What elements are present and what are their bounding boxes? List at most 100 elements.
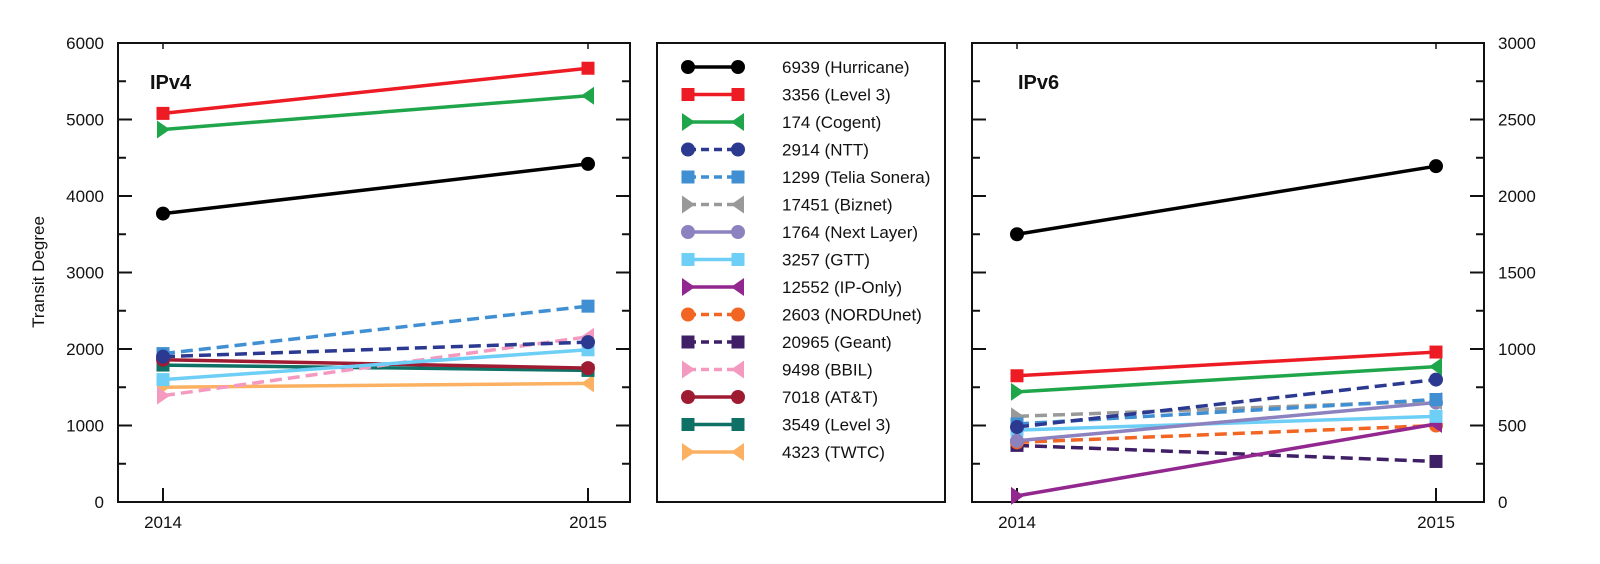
data-point xyxy=(1429,409,1443,423)
legend-marker xyxy=(681,88,695,101)
legend-marker xyxy=(731,253,745,266)
data-point xyxy=(1010,433,1024,448)
legend-entry-17451-biznet: 17451 (Biznet) xyxy=(682,195,893,215)
legend-label: 2914 (NTT) xyxy=(782,141,869,160)
legend-label: 4323 (TWTC) xyxy=(782,443,885,462)
data-point xyxy=(1429,345,1443,359)
legend-marker xyxy=(731,170,745,184)
series-line xyxy=(162,381,589,389)
data-point xyxy=(1011,382,1024,401)
data-point xyxy=(1010,369,1024,383)
series-6939-hurricane xyxy=(156,156,595,221)
legend-entry-2603-nordunet: 2603 (NORDUnet) xyxy=(681,306,922,325)
series-line xyxy=(1016,422,1437,498)
legend-marker xyxy=(681,307,695,322)
legend-entry-3356-level-3: 3356 (Level 3) xyxy=(681,86,891,105)
series-line xyxy=(1016,400,1437,443)
legend-marker xyxy=(681,253,695,266)
data-point xyxy=(156,349,170,364)
series-3356-level-3 xyxy=(156,61,595,120)
legend-entry-3549-level-3: 3549 (Level 3) xyxy=(681,416,891,435)
y-tick-label: 3000 xyxy=(1498,34,1536,53)
legend-entry-1299-telia-sonera: 1299 (Telia Sonera) xyxy=(681,168,930,187)
series-3356-level-3 xyxy=(1010,345,1443,383)
legend-label: 2603 (NORDUnet) xyxy=(782,306,922,325)
y-tick-label: 1000 xyxy=(1498,340,1536,359)
y-tick-label: 2500 xyxy=(1498,111,1536,130)
legend-label: 174 (Cogent) xyxy=(782,113,881,132)
legend-label: 20965 (Geant) xyxy=(782,333,892,352)
legend-entry-12552-ip-only: 12552 (IP-Only) xyxy=(682,278,902,297)
legend-marker xyxy=(681,170,695,184)
legend-entry-9498-bbil: 9498 (BBIL) xyxy=(682,360,873,380)
series-line xyxy=(162,348,589,382)
data-point xyxy=(157,386,170,405)
plot-frame xyxy=(971,42,1485,503)
legend-marker xyxy=(731,60,745,74)
legend-entry-3257-gtt: 3257 (GTT) xyxy=(681,251,870,270)
legend-marker xyxy=(682,195,695,214)
ipv4-panel-label: IPv4 xyxy=(150,72,192,94)
data-point xyxy=(1429,454,1443,468)
x-tick-label: 2014 xyxy=(998,513,1036,532)
legend-marker xyxy=(731,142,745,157)
data-point xyxy=(1011,486,1024,505)
y-tick-label: 0 xyxy=(1498,493,1507,512)
legend-entry-4323-twtc: 4323 (TWTC) xyxy=(682,443,885,462)
data-point xyxy=(581,335,595,350)
data-point xyxy=(1010,420,1024,435)
legend-marker xyxy=(731,335,745,349)
legend-label: 1764 (Next Layer) xyxy=(782,223,918,242)
legend-marker xyxy=(731,443,744,461)
series-line xyxy=(1016,397,1437,426)
legend-marker xyxy=(731,307,745,322)
y-axis-title: Transit Degree xyxy=(29,216,48,328)
data-point xyxy=(1429,357,1442,376)
series-line xyxy=(1016,164,1437,236)
legend-marker xyxy=(731,225,745,239)
series-6939-hurricane xyxy=(1010,159,1443,242)
y-tick-label: 2000 xyxy=(66,340,104,359)
legend-label: 3356 (Level 3) xyxy=(782,86,891,105)
legend-entry-7018-at-t: 7018 (AT&T) xyxy=(681,388,878,407)
data-point xyxy=(581,361,595,376)
y-tick-label: 4000 xyxy=(66,187,104,206)
legend-entry-2914-ntt: 2914 (NTT) xyxy=(681,141,869,160)
legend-marker xyxy=(681,335,695,349)
data-point xyxy=(156,206,170,221)
series-line xyxy=(1016,377,1437,429)
x-tick-label: 2015 xyxy=(1417,513,1455,532)
legend-label: 3549 (Level 3) xyxy=(782,416,891,435)
legend-marker xyxy=(731,360,744,379)
y-tick-label: 3000 xyxy=(66,264,104,283)
legend-label: 12552 (IP-Only) xyxy=(782,278,902,297)
y-tick-label: 1000 xyxy=(66,417,104,436)
series-4323-twtc xyxy=(157,374,594,397)
legend-marker xyxy=(681,418,695,431)
series-174-cogent xyxy=(1011,357,1442,401)
y-tick-label: 500 xyxy=(1498,417,1526,436)
ipv6-panel-label: IPv6 xyxy=(1018,72,1059,94)
series-line xyxy=(1016,423,1437,445)
legend-label: 3257 (GTT) xyxy=(782,251,870,270)
legend-marker xyxy=(731,278,744,296)
data-point xyxy=(581,299,595,313)
legend-marker xyxy=(682,360,695,379)
legend-label: 7018 (AT&T) xyxy=(782,388,878,407)
series-2914-ntt xyxy=(156,335,595,364)
data-point xyxy=(581,61,595,75)
y-tick-label: 2000 xyxy=(1498,187,1536,206)
series-174-cogent xyxy=(157,86,594,139)
data-point xyxy=(156,373,170,387)
legend-marker xyxy=(731,88,745,101)
y-tick-label: 6000 xyxy=(66,34,104,53)
series-line xyxy=(162,66,589,116)
series-line xyxy=(1016,350,1437,378)
data-point xyxy=(1429,159,1443,174)
legend-marker xyxy=(731,418,745,431)
legend-marker xyxy=(681,390,695,404)
legend-marker xyxy=(682,443,695,461)
legend-marker xyxy=(682,278,695,296)
series-line xyxy=(1016,364,1437,394)
